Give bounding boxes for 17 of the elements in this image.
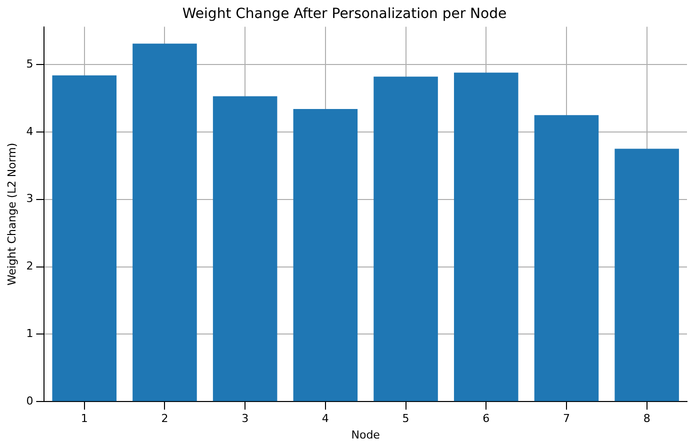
- chart-title: Weight Change After Personalization per Node: [182, 6, 507, 22]
- y-tick-label: 3: [26, 192, 34, 206]
- x-axis-title: Node: [351, 428, 380, 442]
- x-tick-label: 6: [482, 412, 490, 426]
- x-tick-label: 5: [402, 412, 410, 426]
- x-tick-label: 2: [161, 412, 168, 426]
- y-tick-label: 4: [26, 124, 34, 138]
- y-tick-label: 2: [26, 260, 34, 273]
- x-tick-label: 4: [322, 412, 329, 426]
- y-tick-label: 5: [26, 57, 34, 70]
- x-tick-label: 3: [242, 412, 249, 426]
- x-tick-label: 7: [562, 412, 570, 426]
- y-tick-label: 0: [26, 394, 34, 408]
- x-tick-label: 8: [643, 412, 650, 426]
- x-tick-label: 1: [80, 412, 88, 426]
- y-tick-label: 1: [26, 327, 34, 340]
- y-axis-title: Weight Change (L2 Norm): [5, 142, 18, 286]
